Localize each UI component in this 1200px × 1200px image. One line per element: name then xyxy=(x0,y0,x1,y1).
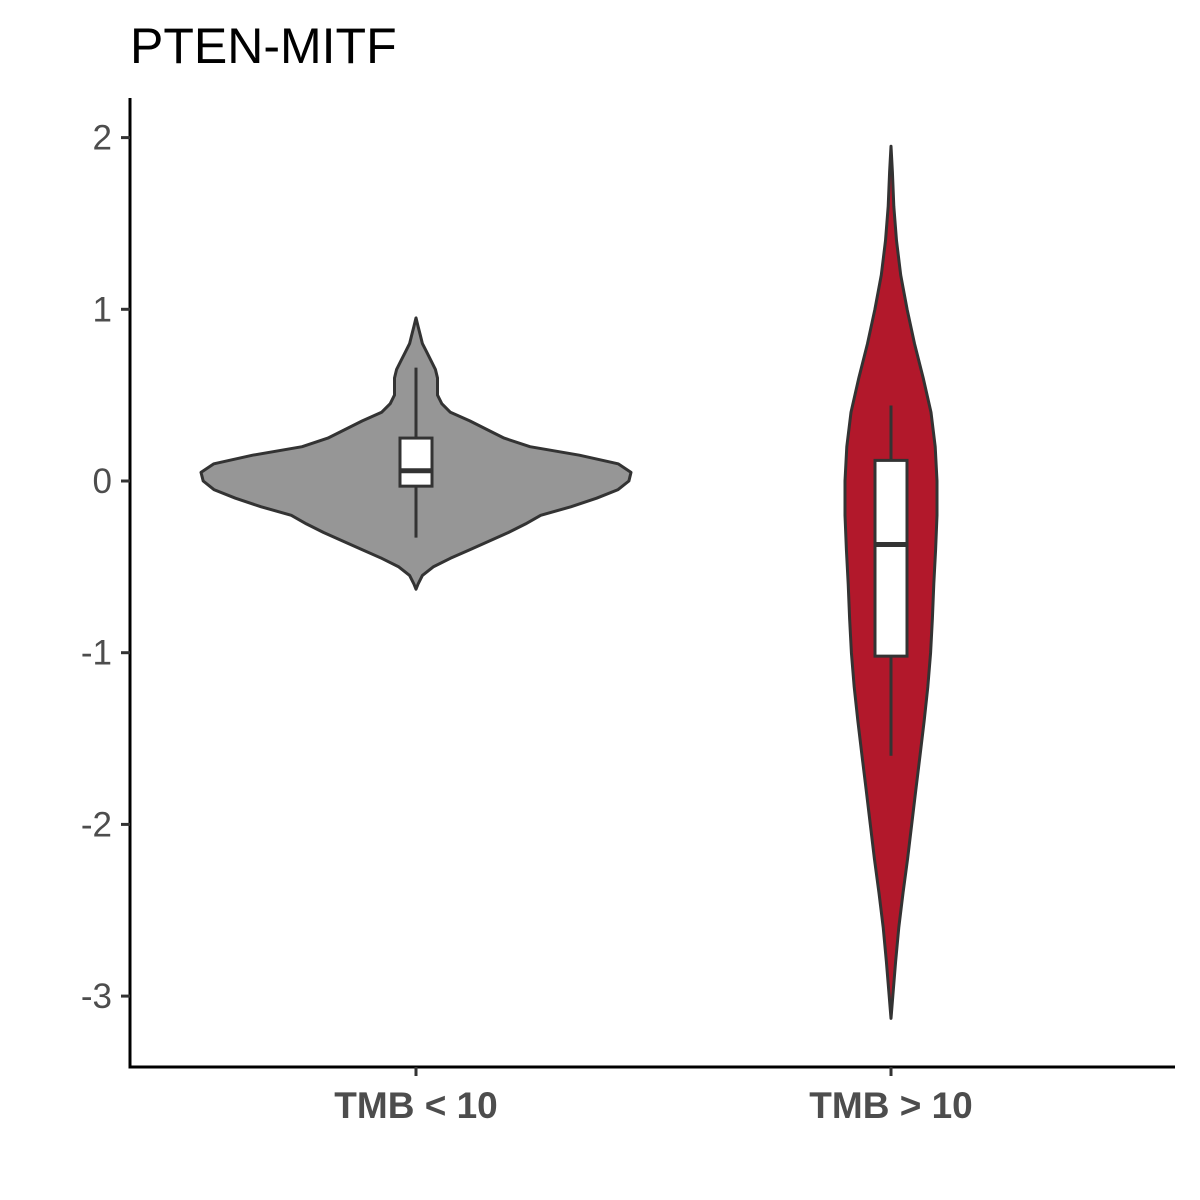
box-1 xyxy=(398,436,434,488)
violin-group-1 xyxy=(199,316,633,591)
axes: 2 1 0 -1 -2 -3 TMB < 10 TMB > 10 xyxy=(81,98,1175,1126)
box-2 xyxy=(873,458,909,658)
plot-area xyxy=(199,144,939,1020)
y-tick-label: -3 xyxy=(81,977,112,1016)
y-tick-label: 2 xyxy=(93,119,112,158)
x-tick-label: TMB > 10 xyxy=(809,1085,972,1126)
x-tick-label: TMB < 10 xyxy=(334,1085,497,1126)
chart-title: PTEN-MITF xyxy=(130,18,397,74)
violin-group-2 xyxy=(843,144,939,1020)
y-tick-label: -1 xyxy=(81,634,112,673)
y-tick-label: -2 xyxy=(81,805,112,844)
y-tick-label: 1 xyxy=(93,290,112,329)
y-tick-label: 0 xyxy=(93,462,112,501)
